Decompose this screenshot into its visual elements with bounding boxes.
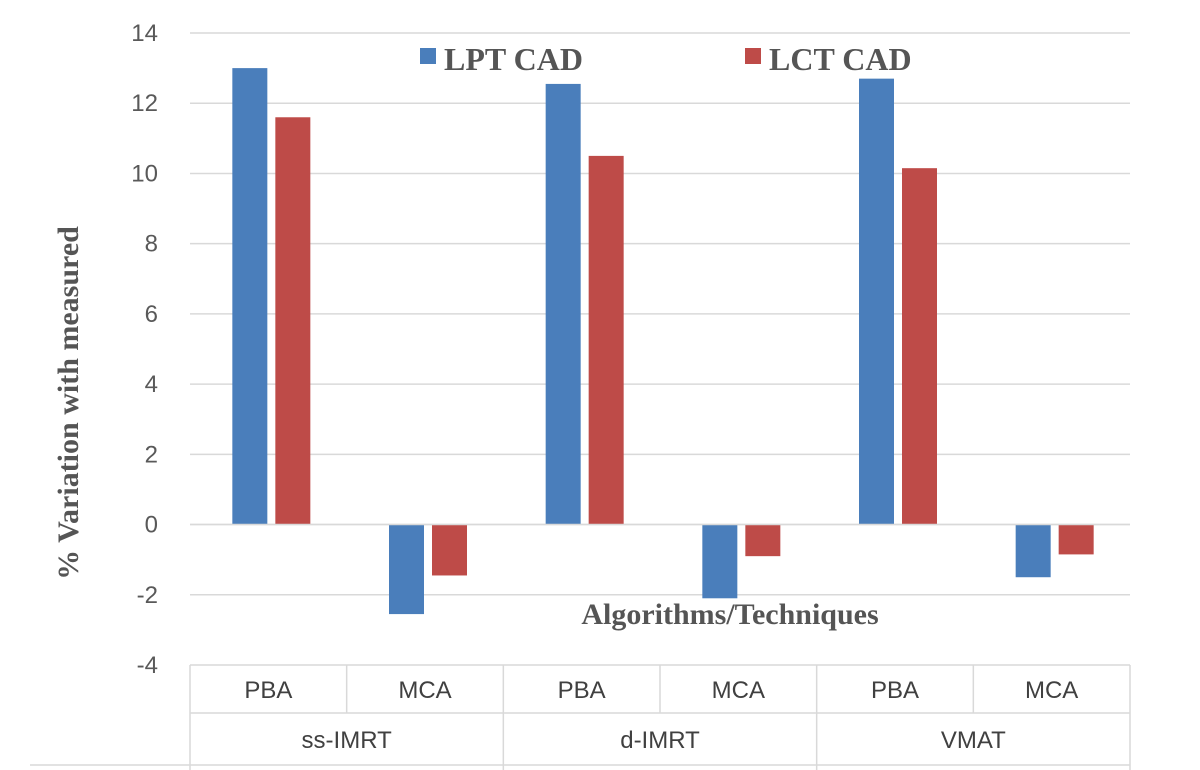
y-tick-label: 10 — [131, 160, 158, 187]
y-tick-label: 12 — [131, 90, 158, 117]
y-tick-label: 14 — [131, 20, 158, 47]
bar-lct-cad — [745, 524, 781, 557]
x-category-label: PBA — [558, 677, 606, 704]
x-category-label: PBA — [871, 677, 919, 704]
legend-swatch — [745, 48, 761, 64]
bar-lpt-cad — [545, 83, 581, 525]
bars — [190, 68, 1130, 615]
bar-lct-cad — [902, 168, 937, 525]
x-category-label: MCA — [1025, 677, 1078, 704]
x-group-label: ss-IMRT — [302, 727, 393, 754]
x-category-label: PBA — [244, 677, 292, 704]
y-tick-label: 4 — [145, 371, 158, 398]
y-tick-label: 0 — [145, 512, 158, 539]
y-tick-label: -2 — [137, 582, 158, 609]
x-group-label: d-IMRT — [620, 727, 700, 754]
x-category-label: MCA — [398, 677, 451, 704]
bar-lpt-cad — [702, 524, 738, 599]
y-tick-label: -4 — [137, 652, 158, 679]
y-axis-title: % Variation with measured — [52, 226, 85, 580]
bar-lct-cad — [432, 524, 467, 576]
legend-swatch — [420, 48, 436, 64]
bar-lpt-cad — [859, 78, 894, 525]
x-axis-title: Algorithms/Techniques — [581, 598, 878, 631]
y-axis-ticks: 14 12 10 8 6 4 2 0 -2 -4 — [131, 20, 158, 679]
y-tick-label: 6 — [145, 301, 158, 328]
bar-lpt-cad — [389, 524, 424, 615]
y-tick-label: 8 — [145, 231, 158, 258]
bar-lpt-cad — [1015, 524, 1051, 578]
legend-label: LPT CAD — [444, 41, 583, 77]
legend-label: LCT CAD — [769, 41, 912, 77]
legend: LPT CAD LCT CAD — [420, 41, 912, 77]
bar-lpt-cad — [232, 68, 268, 525]
bar-lct-cad — [1058, 524, 1094, 555]
bar-lct-cad — [588, 155, 624, 525]
y-tick-label: 2 — [145, 441, 158, 468]
gridlines — [190, 32, 1130, 666]
x-category-label: MCA — [712, 677, 765, 704]
bar-lct-cad — [275, 117, 311, 525]
x-group-label: VMAT — [941, 727, 1006, 754]
